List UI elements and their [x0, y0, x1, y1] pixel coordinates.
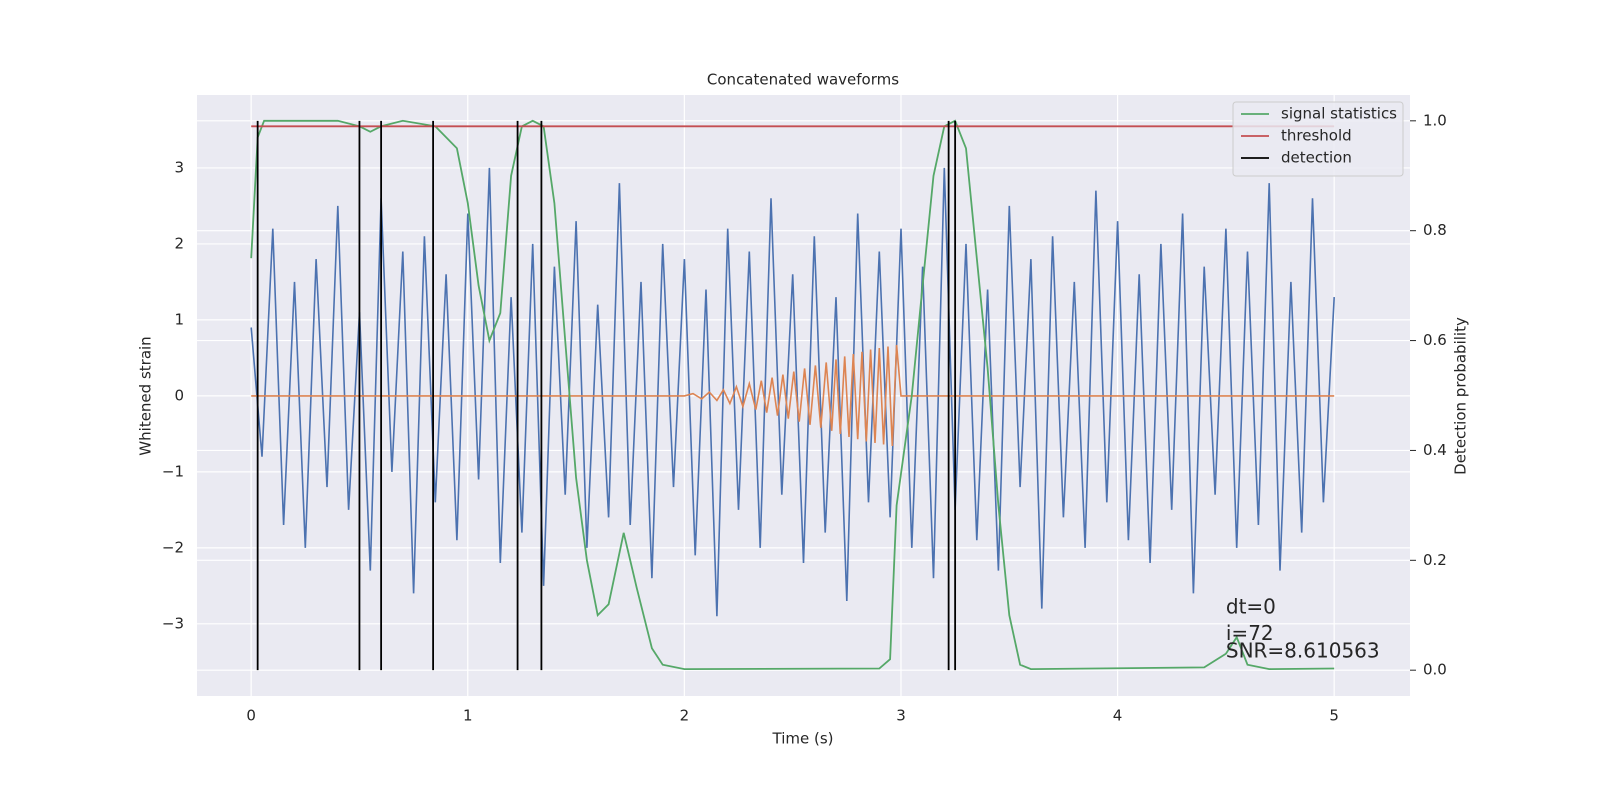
x-tick-label: 1 — [463, 707, 473, 725]
y-tick-label: −2 — [162, 538, 184, 556]
y2-tick-label: 0.2 — [1423, 551, 1447, 569]
series-line — [251, 344, 1335, 447]
chart-title: Concatenated waveforms — [707, 71, 899, 89]
x-tick-label: 5 — [1329, 707, 1339, 725]
y2-tick-label: 0.6 — [1423, 331, 1447, 349]
x-tick-label: 0 — [246, 707, 256, 725]
y-tick-label: −1 — [162, 462, 184, 480]
series-line — [250, 167, 1335, 617]
y-tick-label: 2 — [174, 234, 184, 252]
y-tick-label: −3 — [162, 614, 184, 632]
y-tick-label: 3 — [174, 158, 184, 176]
legend-label: detection — [1281, 149, 1352, 167]
y2-tick-label: 0.4 — [1423, 441, 1447, 459]
x-tick-label: 2 — [680, 707, 690, 725]
x-tick-label: 3 — [896, 707, 906, 725]
x-axis-label: Time (s) — [772, 730, 834, 748]
legend-box — [1232, 101, 1404, 177]
annotation: SNR=8.610563 — [1226, 638, 1380, 662]
series-line — [250, 119, 1335, 671]
y2-tick-label: 0.0 — [1423, 661, 1447, 679]
y2-tick-label: 1.0 — [1423, 111, 1447, 129]
legend-label: signal statistics — [1281, 105, 1397, 123]
y-tick-label: 0 — [174, 386, 184, 404]
y2-axis-label: Detection probability — [1452, 317, 1470, 475]
legend-label: threshold — [1281, 127, 1352, 145]
y-axis-label: Whitened strain — [137, 336, 155, 455]
annotation: dt=0 — [1226, 594, 1276, 618]
annotation: i=72 — [1226, 621, 1274, 645]
x-tick-label: 4 — [1113, 707, 1123, 725]
y-tick-label: 1 — [174, 310, 184, 328]
y2-tick-label: 0.8 — [1423, 221, 1447, 239]
